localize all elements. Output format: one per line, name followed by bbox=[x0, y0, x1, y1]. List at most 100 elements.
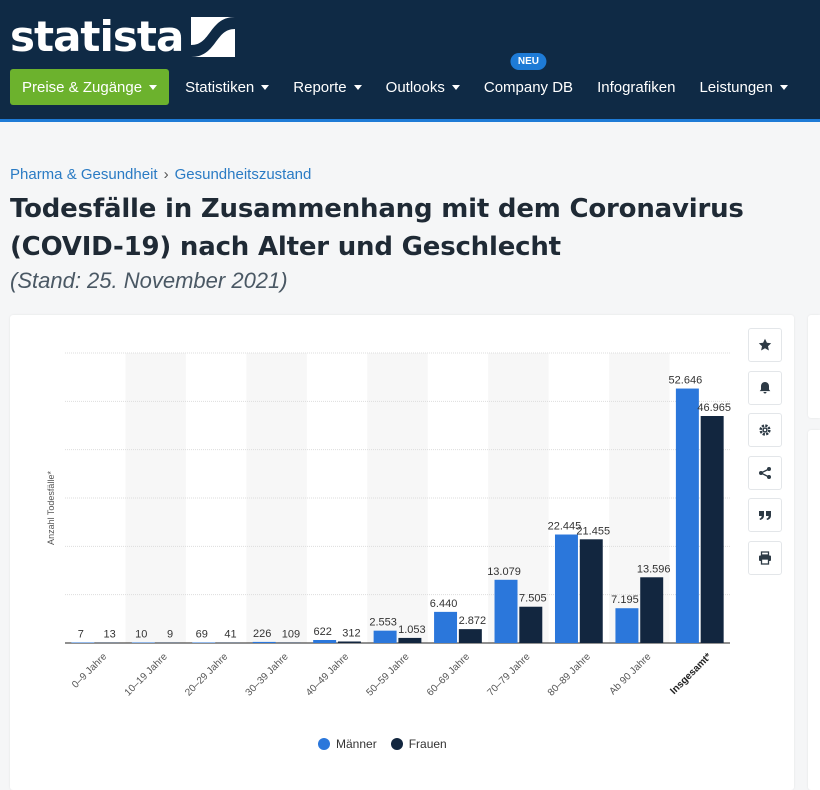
legend-dot-frauen bbox=[390, 738, 403, 750]
x-tick-label: 20–29 Jahre bbox=[183, 651, 230, 698]
star-button[interactable] bbox=[748, 328, 782, 362]
data-label: 13 bbox=[103, 629, 115, 641]
bar-maenner[interactable] bbox=[554, 534, 578, 643]
bar-maenner[interactable] bbox=[252, 641, 276, 643]
data-label: 109 bbox=[282, 628, 300, 640]
share-button[interactable] bbox=[748, 455, 782, 490]
nav-item-label: Statistiken bbox=[185, 78, 255, 96]
legend-item-frauen[interactable]: Frauen bbox=[390, 737, 447, 751]
nav-item-company-db[interactable]: Company DB NEU bbox=[472, 53, 585, 105]
bell-button[interactable] bbox=[748, 370, 782, 405]
bar-maenner[interactable] bbox=[615, 608, 639, 643]
nav-item-leistungen[interactable]: Leistungen bbox=[687, 69, 799, 105]
nav-item-label: Outlooks bbox=[385, 78, 445, 96]
page-subtitle: (Stand: 25. November 2021) bbox=[10, 268, 288, 293]
x-tick-label: 70–79 Jahre bbox=[485, 651, 532, 698]
statista-logo[interactable]: statista bbox=[10, 12, 236, 62]
bar-maenner[interactable] bbox=[494, 579, 518, 643]
data-label: 1.053 bbox=[398, 624, 426, 636]
nav-item-label: Leistungen bbox=[699, 78, 773, 96]
chevron-down-icon bbox=[779, 84, 788, 90]
x-tick-label: 80–89 Jahre bbox=[546, 651, 593, 698]
x-tick-label: 50–59 Jahre bbox=[365, 651, 412, 698]
breadcrumb-item-gesundheitszustand[interactable]: Gesundheitszustand bbox=[174, 166, 312, 183]
x-tick-label: 60–69 Jahre bbox=[425, 651, 472, 698]
bar-frauen[interactable] bbox=[458, 629, 482, 643]
nav-item-label: Reporte bbox=[293, 78, 347, 96]
data-label: 69 bbox=[196, 629, 208, 641]
nav-item-infografiken[interactable]: Infografiken bbox=[585, 69, 687, 105]
logo-text: statista bbox=[10, 12, 184, 61]
bar-frauen[interactable] bbox=[217, 642, 241, 644]
nav-item-label: Preise & Zugänge bbox=[22, 78, 143, 96]
data-label: 7.195 bbox=[611, 594, 639, 606]
breadcrumb-item-pharma[interactable]: Pharma & Gesundheit bbox=[10, 166, 158, 183]
bar-maenner[interactable] bbox=[675, 388, 699, 643]
bar-maenner[interactable] bbox=[192, 642, 216, 644]
data-label: 312 bbox=[342, 627, 360, 639]
breadcrumb-separator: › bbox=[163, 166, 169, 183]
bar-frauen[interactable] bbox=[156, 642, 180, 644]
main-nav: Preise & Zugänge Statistiken Reporte Outloo… bbox=[10, 53, 800, 105]
breadcrumb: Pharma & Gesundheit › Gesundheitszustand bbox=[10, 166, 311, 183]
y-axis-label: Anzahl Todesfälle* bbox=[46, 471, 56, 545]
new-badge: NEU bbox=[510, 53, 547, 70]
bar-frauen[interactable] bbox=[519, 606, 543, 643]
bar-frauen[interactable] bbox=[640, 577, 664, 643]
x-tick-label: Insgesamt* bbox=[668, 651, 714, 697]
gear-icon bbox=[759, 424, 771, 436]
data-label: 46.965 bbox=[697, 402, 731, 414]
bar-frauen[interactable] bbox=[337, 641, 361, 643]
bar-frauen[interactable] bbox=[579, 539, 603, 643]
x-tick-label: 10–19 Jahre bbox=[123, 651, 170, 698]
chevron-down-icon bbox=[451, 84, 460, 90]
chevron-down-icon bbox=[261, 84, 270, 90]
legend-label-maenner: Männer bbox=[336, 737, 377, 751]
star-icon bbox=[758, 338, 772, 351]
data-label: 22.445 bbox=[548, 521, 582, 533]
data-label: 2.553 bbox=[369, 617, 397, 629]
side-card-lower bbox=[808, 430, 820, 790]
x-tick-label: 30–39 Jahre bbox=[244, 651, 291, 698]
data-label: 226 bbox=[253, 628, 271, 640]
legend-dot-maenner bbox=[318, 738, 330, 750]
data-label: 10 bbox=[135, 629, 147, 641]
nav-item-reporte[interactable]: Reporte bbox=[281, 69, 373, 105]
data-label: 41 bbox=[224, 629, 236, 641]
gear-button[interactable] bbox=[748, 413, 782, 448]
bar-maenner[interactable] bbox=[131, 642, 155, 644]
chevron-down-icon bbox=[353, 84, 362, 90]
bar-maenner[interactable] bbox=[313, 639, 337, 643]
legend-item-maenner[interactable]: Männer bbox=[318, 737, 377, 751]
bar-frauen[interactable] bbox=[700, 416, 724, 643]
bar-maenner[interactable] bbox=[434, 611, 458, 643]
data-label: 21.455 bbox=[576, 525, 610, 537]
nav-item-outlooks[interactable]: Outlooks bbox=[374, 69, 472, 105]
quote-icon bbox=[759, 511, 771, 521]
data-label: 7.505 bbox=[519, 593, 547, 605]
data-label: 13.079 bbox=[487, 566, 521, 578]
bar-frauen[interactable] bbox=[398, 637, 422, 643]
x-tick-label: 40–49 Jahre bbox=[304, 651, 351, 698]
bar-maenner[interactable] bbox=[373, 630, 397, 643]
data-label: 7 bbox=[78, 629, 84, 641]
bar-maenner[interactable] bbox=[71, 642, 95, 644]
x-tick-label: Ab 90 Jahre bbox=[608, 651, 654, 697]
chart: Anzahl Todesfälle* 7 10 69 226 622 2.553 6.440 1… bbox=[46, 352, 731, 698]
bar-frauen[interactable] bbox=[277, 642, 301, 643]
bar-frauen[interactable] bbox=[96, 642, 120, 644]
side-card bbox=[808, 315, 820, 418]
chart-legend: Männer Frauen bbox=[318, 737, 447, 751]
nav-item-label: Infografiken bbox=[597, 78, 676, 96]
logo-mark-icon bbox=[191, 17, 236, 57]
data-label: 13.596 bbox=[637, 563, 671, 575]
print-button[interactable] bbox=[748, 541, 782, 575]
nav-item-label: Company DB bbox=[483, 78, 574, 96]
data-label: 52.646 bbox=[669, 375, 703, 387]
print-icon bbox=[759, 551, 771, 565]
page-title: Todesfälle in Zusammenhang mit dem Coron… bbox=[10, 194, 744, 262]
quote-button[interactable] bbox=[748, 498, 782, 533]
nav-item-statistiken[interactable]: Statistiken bbox=[173, 69, 281, 105]
category-band bbox=[246, 353, 307, 643]
nav-item-preise-zugänge[interactable]: Preise & Zugänge bbox=[10, 69, 170, 105]
